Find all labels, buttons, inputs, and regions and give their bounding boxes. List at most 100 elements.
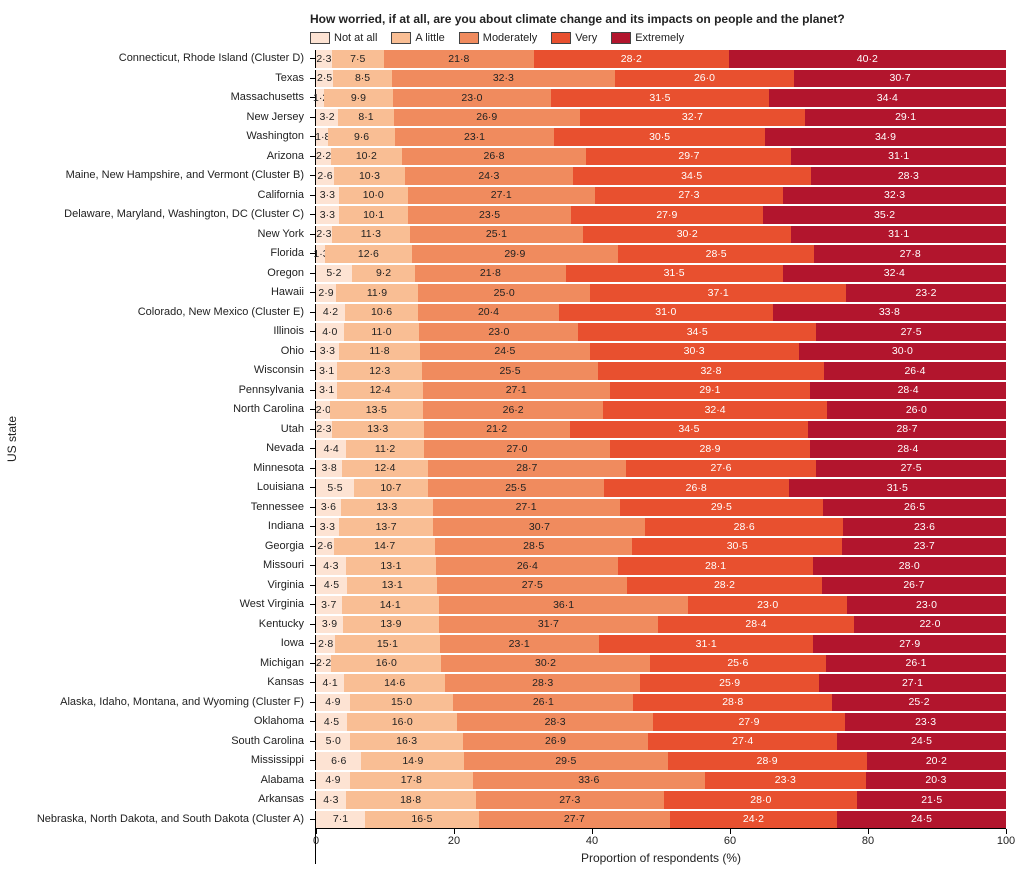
bar-segment: 4·9	[316, 694, 350, 712]
bar-segment: 37·1	[590, 284, 846, 302]
bar-segment: 34·5	[573, 167, 811, 185]
bar-segment: 10·0	[339, 187, 408, 205]
bar-segment: 27·3	[476, 791, 665, 809]
stacked-bar: 3·310·123·527·935·2	[315, 206, 1006, 224]
bar-segment: 12·6	[325, 245, 412, 263]
bar-segment: 7·5	[332, 50, 384, 68]
row-label: Ohio	[32, 343, 310, 361]
stacked-bar: 3·28·126·932·729·1	[315, 109, 1006, 127]
bar-segment: 29·9	[412, 245, 618, 263]
bar-segment: 26·8	[604, 479, 789, 497]
x-tick	[730, 829, 731, 834]
stacked-bar: 2·013·526·232·426·0	[315, 401, 1006, 419]
stacked-bar: 5·29·221·831·532·4	[315, 265, 1006, 283]
stacked-bar: 4·210·620·431·033·8	[315, 304, 1006, 322]
bar-segment: 1·8	[316, 128, 328, 146]
x-tick-label: 60	[724, 835, 736, 847]
bar-segment: 20·4	[418, 304, 559, 322]
row-label: Washington	[32, 128, 310, 146]
bar-segment: 23·2	[846, 284, 1006, 302]
chart-title: How worried, if at all, are you about cl…	[310, 12, 1006, 26]
bar-segment: 2·2	[316, 655, 331, 673]
row-label: North Carolina	[32, 401, 310, 419]
table-row: North Carolina 2·013·526·232·426·0	[32, 401, 1006, 419]
bar-segment: 26·4	[436, 557, 618, 575]
row-label: Kansas	[32, 674, 310, 692]
bar-segment: 30·5	[554, 128, 765, 146]
table-row: Georgia2·614·728·530·523·7	[32, 538, 1006, 556]
bar-segment: 12·4	[337, 382, 422, 400]
legend-swatch	[611, 32, 631, 44]
legend-label: Moderately	[483, 32, 537, 44]
bar-segment: 2·6	[316, 167, 334, 185]
chart-rows: Connecticut, Rhode Island (Cluster D)2·3…	[32, 50, 1006, 828]
table-row: California3·310·027·127·332·3	[32, 187, 1006, 205]
row-label: Alaska, Idaho, Montana, and Wyoming (Clu…	[32, 694, 310, 712]
stacked-bar: 1·312·629·928·527·8	[315, 245, 1006, 263]
bar-segment: 10·2	[331, 148, 401, 166]
bar-segment: 4·5	[316, 713, 347, 731]
bar-segment: 28·2	[534, 50, 729, 68]
bar-segment: 23·3	[845, 713, 1006, 731]
stacked-bar: 4·917·833·623·320·3	[315, 772, 1006, 790]
bar-segment: 28·0	[664, 791, 857, 809]
bar-segment: 31·5	[566, 265, 783, 283]
x-tick	[868, 829, 869, 834]
bar-segment: 35·2	[763, 206, 1006, 224]
bar-segment: 10·3	[334, 167, 405, 185]
bar-segment: 3·8	[316, 460, 342, 478]
stacked-bar: 7·116·527·724·224·5	[315, 811, 1006, 829]
legend-item: Very	[551, 32, 597, 44]
legend-swatch	[551, 32, 571, 44]
bar-segment: 10·7	[354, 479, 428, 497]
table-row: Florida1·312·629·928·527·8	[32, 245, 1006, 263]
bar-segment: 26·7	[822, 577, 1006, 595]
bar-segment: 28·0	[813, 557, 1006, 575]
bar-segment: 9·9	[324, 89, 392, 107]
x-axis-label: Proportion of respondents (%)	[581, 851, 741, 865]
table-row: Alabama4·917·833·623·320·3	[32, 772, 1006, 790]
bar-segment: 25·2	[832, 694, 1006, 712]
stacked-bar: 2·311·325·130·231·1	[315, 226, 1006, 244]
table-row: Colorado, New Mexico (Cluster E)4·210·62…	[32, 304, 1006, 322]
bar-segment: 32·3	[392, 70, 615, 88]
bar-segment: 30·3	[590, 343, 799, 361]
bar-segment: 3·3	[316, 343, 339, 361]
stacked-bar: 3·613·327·129·526·5	[315, 499, 1006, 517]
bar-segment: 3·3	[316, 206, 339, 224]
bar-segment: 2·3	[316, 226, 332, 244]
bar-segment: 5·5	[316, 479, 354, 497]
bar-segment: 30·7	[794, 70, 1006, 88]
row-label: New Jersey	[32, 109, 310, 127]
bar-segment: 27·5	[816, 460, 1006, 478]
row-label: Massachusetts	[32, 89, 310, 107]
bar-segment: 34·5	[578, 323, 816, 341]
bar-segment: 14·1	[342, 596, 439, 614]
bar-segment: 31·0	[559, 304, 773, 322]
bar-segment: 25·6	[650, 655, 826, 673]
row-label: Louisiana	[32, 479, 310, 497]
bar-segment: 28·3	[811, 167, 1006, 185]
bar-segment: 30·7	[433, 518, 645, 536]
bar-segment: 36·1	[439, 596, 688, 614]
legend-item: A little	[391, 32, 444, 44]
chart: US state Connecticut, Rhode Island (Clus…	[10, 50, 1006, 828]
bar-segment: 4·5	[316, 577, 347, 595]
table-row: Iowa2·815·123·131·127·9	[32, 635, 1006, 653]
row-label: Georgia	[32, 538, 310, 556]
bar-segment: 3·1	[316, 382, 337, 400]
legend-swatch	[310, 32, 330, 44]
stacked-bar: 2·210·226·829·731·1	[315, 148, 1006, 166]
bar-segment: 29·1	[610, 382, 811, 400]
bar-segment: 25·5	[422, 362, 598, 380]
row-label: Wisconsin	[32, 362, 310, 380]
bar-segment: 13·9	[343, 616, 439, 634]
bar-segment: 2·9	[316, 284, 336, 302]
bar-segment: 11·0	[344, 323, 420, 341]
bar-segment: 28·4	[658, 616, 854, 634]
row-label: Arkansas	[32, 791, 310, 809]
stacked-bar: 3·313·730·728·623·6	[315, 518, 1006, 536]
bar-segment: 16·0	[347, 713, 457, 731]
bar-segment: 3·1	[316, 362, 337, 380]
table-row: Michigan2·216·030·225·626·1	[32, 655, 1006, 673]
